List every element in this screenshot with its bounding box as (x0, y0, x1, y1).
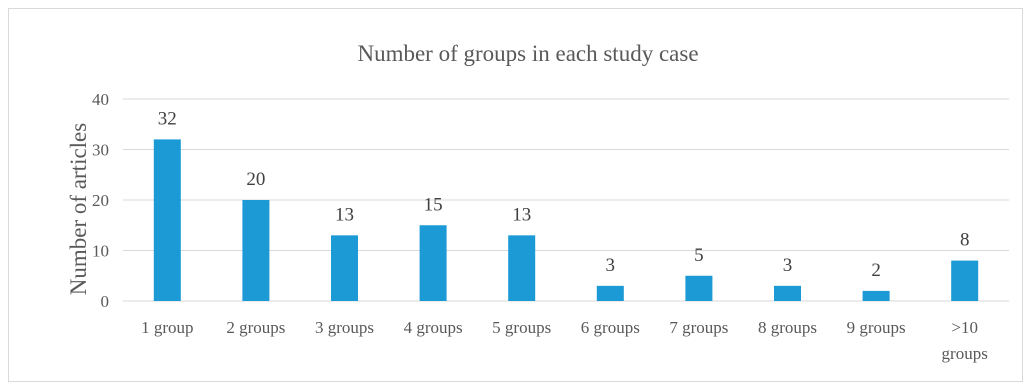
data-label: 32 (158, 108, 177, 129)
y-tick-label: 40 (92, 90, 109, 109)
data-label: 13 (512, 204, 531, 225)
category-label: 4 groups (404, 318, 463, 337)
data-label: 2 (871, 260, 881, 281)
category-labels: 1 group 2 groups 3 groups 4 groups 5 groups 6… (141, 318, 988, 363)
category-label: 2 groups (226, 318, 285, 337)
bars (153, 139, 979, 301)
data-label: 5 (694, 245, 704, 266)
bar (508, 235, 536, 301)
bar (331, 235, 358, 301)
data-label: 8 (960, 230, 970, 251)
bar (153, 139, 181, 301)
data-label: 20 (246, 169, 265, 190)
y-axis-ticks: 0 10 20 30 40 (92, 90, 109, 311)
data-label: 13 (335, 204, 354, 225)
y-tick-label: 20 (92, 191, 109, 210)
category-label: 3 groups (315, 318, 374, 337)
chart-frame: Number of groups in each study case Numb… (8, 8, 1023, 382)
y-tick-label: 10 (92, 242, 109, 261)
category-label: groups (942, 344, 988, 363)
y-tick-label: 0 (101, 292, 110, 311)
category-label: 1 group (141, 318, 193, 337)
category-label: >10 (951, 318, 978, 337)
category-label: 9 groups (847, 318, 906, 337)
data-label: 15 (424, 194, 443, 215)
bar (596, 285, 624, 301)
bar (774, 285, 801, 301)
y-axis-title: Number of articles (66, 123, 91, 295)
chart-title: Number of groups in each study case (357, 41, 698, 66)
category-label: 7 groups (669, 318, 728, 337)
bar (242, 200, 270, 301)
data-label: 3 (606, 255, 616, 276)
data-label: 3 (783, 255, 793, 276)
category-label: 8 groups (758, 318, 817, 337)
bar (862, 290, 890, 301)
category-label: 5 groups (492, 318, 551, 337)
bar (419, 225, 447, 301)
bar (951, 260, 979, 301)
bar (685, 275, 713, 301)
bar-chart: Number of groups in each study case Numb… (66, 41, 1009, 363)
y-tick-label: 30 (92, 141, 109, 160)
gridlines (123, 98, 1009, 302)
category-label: 6 groups (581, 318, 640, 337)
